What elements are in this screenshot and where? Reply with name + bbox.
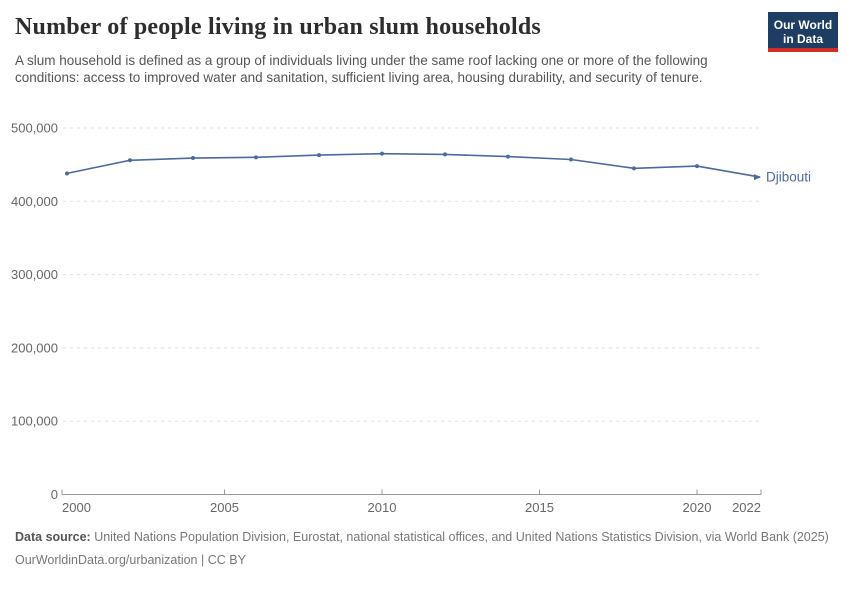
y-tick-label-100000: 100,000	[11, 414, 58, 429]
owid-logo-line1: Our World	[773, 18, 833, 32]
x-tick-label-2010: 2010	[368, 500, 397, 515]
data-point-2004[interactable]	[191, 156, 195, 161]
license-text: | CC BY	[197, 553, 246, 567]
datasource-label: Data source:	[15, 530, 91, 544]
data-point-2014[interactable]	[506, 154, 510, 159]
chart-footer: Data source: United Nations Population D…	[15, 529, 835, 568]
y-tick-label-300000: 300,000	[11, 267, 58, 282]
owid-logo[interactable]: Our World in Data	[768, 12, 838, 52]
y-tick-label-400000: 400,000	[11, 194, 58, 209]
data-point-2018[interactable]	[632, 166, 636, 171]
series-label-djibouti[interactable]: Djibouti	[766, 170, 811, 185]
data-point-2008[interactable]	[317, 153, 321, 158]
chart-subtitle: A slum household is defined as a group o…	[15, 53, 708, 85]
license-line: OurWorldinData.org/urbanization | CC BY	[15, 552, 835, 568]
x-tick-label-2005: 2005	[210, 500, 239, 515]
data-point-2016[interactable]	[569, 157, 573, 162]
owid-logo-accent-bar	[768, 48, 838, 52]
owid-logo-line2: in Data	[782, 32, 823, 46]
data-point-2002[interactable]	[128, 158, 132, 163]
data-point-2006[interactable]	[254, 155, 258, 160]
y-tick-label-500000: 500,000	[11, 121, 58, 136]
owid-url-link[interactable]: OurWorldinData.org/urbanization	[15, 553, 198, 567]
data-point-2020[interactable]	[695, 164, 699, 169]
y-tick-label-200000: 200,000	[11, 340, 58, 355]
y-tick-label-0: 0	[51, 487, 58, 502]
x-tick-label-2022: 2022	[732, 500, 761, 515]
datasource-text: United Nations Population Division, Euro…	[90, 530, 829, 544]
line-end-arrow	[754, 174, 761, 181]
x-tick-label-2000: 2000	[62, 500, 91, 515]
series-line-djibouti[interactable]	[66, 152, 761, 178]
data-point-2012[interactable]	[443, 152, 447, 157]
x-tick-label-2015: 2015	[525, 500, 554, 515]
datasource-line: Data source: United Nations Population D…	[15, 529, 835, 545]
data-point-2010[interactable]	[380, 151, 384, 156]
page-title: Number of people living in urban slum ho…	[15, 14, 541, 40]
data-point-2000[interactable]	[65, 171, 69, 176]
x-tick-label-2020: 2020	[683, 500, 712, 515]
